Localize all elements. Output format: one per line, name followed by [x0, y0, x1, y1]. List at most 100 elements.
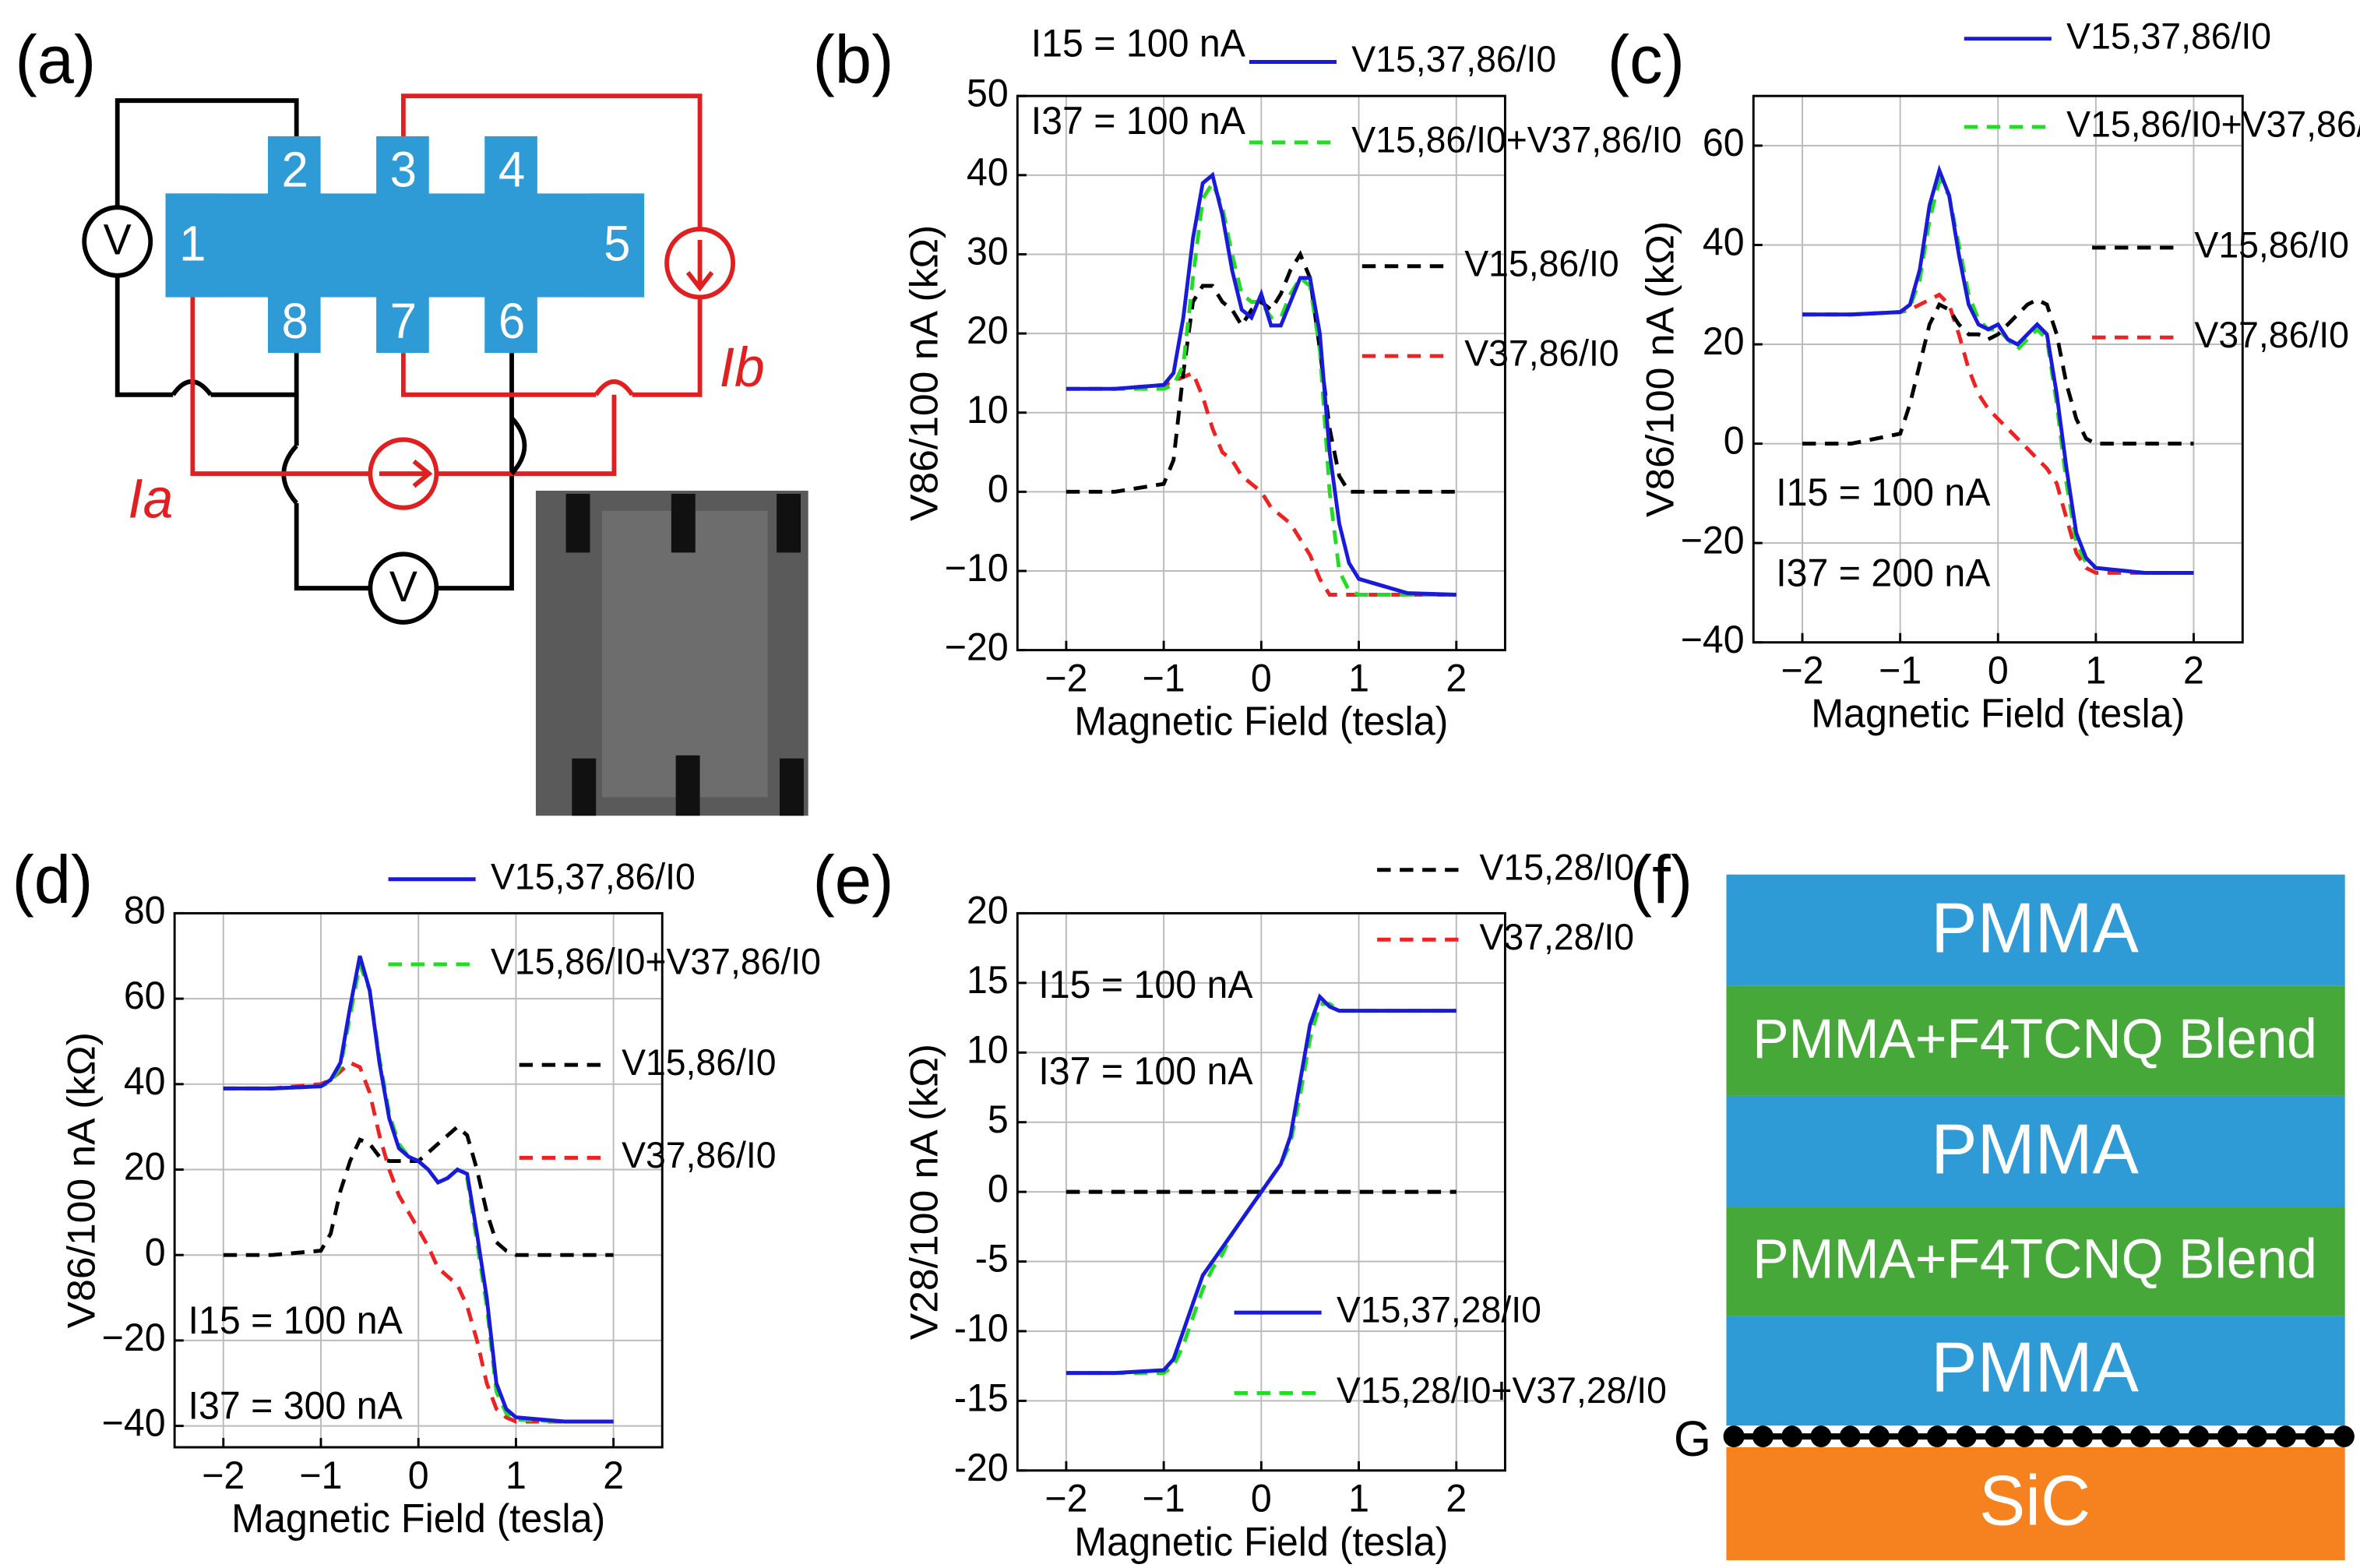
y-tick-label: 20 — [1703, 321, 1745, 364]
x-tick-label: 0 — [1251, 657, 1272, 700]
graphene-atom — [1869, 1425, 1890, 1448]
graphene-atom — [1781, 1425, 1803, 1448]
wire — [400, 93, 703, 397]
contact-label: 1 — [179, 217, 206, 272]
layer — [1726, 1207, 2345, 1316]
graphene-atom — [1897, 1425, 1919, 1448]
series-line — [223, 955, 614, 1424]
wire — [509, 416, 527, 476]
legend-label: V15,86/I0 — [622, 1041, 776, 1083]
annotation: I15 = 100 nA — [1776, 471, 1991, 514]
legend-label: V37,86/I0 — [622, 1133, 776, 1175]
plot-frame — [1752, 94, 2244, 644]
x-axis-label: Magnetic Field (tesla) — [231, 1496, 605, 1541]
annotation: I15 = 100 nA — [188, 1300, 403, 1343]
y-tick-label: 0 — [988, 1168, 1009, 1211]
y-tick-label: −20 — [945, 626, 1009, 669]
annotation: I15 = 100 nA — [1031, 23, 1246, 65]
y-tick-label: 30 — [967, 231, 1009, 273]
contact-label: 3 — [390, 143, 417, 198]
series-line — [1802, 292, 2194, 575]
y-tick-label: −40 — [1681, 618, 1745, 661]
graphene-atom — [1752, 1425, 1774, 1448]
layer — [1726, 874, 2345, 986]
graphene-atom — [2159, 1425, 2181, 1448]
x-tick-label: −1 — [1879, 650, 1921, 692]
y-tick-label: -5 — [975, 1238, 1009, 1281]
legend-label: V15,37,86/I0 — [1351, 37, 1556, 79]
legend-label: V37,28/I0 — [1480, 915, 1634, 957]
plot-frame — [1016, 94, 1506, 652]
x-tick-label: −1 — [1143, 657, 1185, 700]
x-tick-label: −2 — [1781, 650, 1824, 692]
y-tick-label: 0 — [988, 468, 1009, 511]
panel-label: (a) — [15, 22, 96, 97]
y-axis-label: V86/100 nA (kΩ) — [902, 225, 946, 521]
current-arrow — [685, 240, 714, 292]
contact-label: 8 — [282, 294, 308, 349]
graphene-atom — [2013, 1425, 2035, 1448]
annotation: I37 = 100 nA — [1031, 100, 1246, 143]
series-line — [1066, 993, 1457, 1376]
y-tick-label: 0 — [1724, 420, 1745, 463]
y-tick-label: 40 — [124, 1060, 166, 1103]
series-line — [223, 1060, 614, 1424]
panel-label: (c) — [1608, 22, 1685, 97]
layer — [1726, 985, 2345, 1096]
x-tick-label: 2 — [2183, 650, 2204, 692]
x-tick-label: −1 — [299, 1454, 342, 1497]
y-tick-label: 80 — [124, 890, 166, 932]
x-tick-label: 1 — [1348, 657, 1369, 700]
legend-label: V15,86/I0+V37,86/I0 — [491, 940, 821, 982]
x-axis-label: Magnetic Field (tesla) — [1811, 691, 2185, 736]
graphene-label: G — [1674, 1411, 1711, 1467]
graphene-atom — [1810, 1425, 1832, 1448]
legend-label: V15,86/I0 — [1464, 242, 1619, 284]
graphene-atom — [2042, 1425, 2064, 1448]
graphene-atom — [1926, 1425, 1948, 1448]
voltmeter — [368, 551, 439, 625]
hall-bar — [165, 136, 645, 354]
y-tick-label: 60 — [1703, 122, 1745, 164]
x-tick-label: 1 — [505, 1454, 527, 1497]
y-axis-label: V28/100 nA (kΩ) — [902, 1044, 946, 1340]
panel-label: (f) — [1630, 843, 1693, 918]
graphene-atom — [2304, 1425, 2326, 1448]
layer-stack: (f) PMMA PMMA+F4TCNQ Blend PMMA PMMA+F4T… — [1630, 843, 2355, 1561]
annotation: I37 = 100 nA — [1038, 1051, 1253, 1094]
y-tick-label: 10 — [967, 389, 1009, 432]
x-axis-label: Magnetic Field (tesla) — [1074, 1519, 1448, 1564]
y-tick-label: 0 — [145, 1231, 166, 1274]
y-tick-label: -10 — [954, 1307, 1009, 1350]
y-tick-label: -20 — [954, 1446, 1009, 1489]
x-tick-label: 0 — [408, 1454, 429, 1497]
series-line — [1066, 250, 1457, 494]
current-arrow — [379, 459, 433, 488]
series-line — [1066, 171, 1457, 597]
x-tick-label: 0 — [1988, 650, 2009, 692]
graphene-atom — [1955, 1425, 1978, 1448]
y-tick-label: −40 — [102, 1402, 166, 1445]
legend-label: V37,86/I0 — [2194, 313, 2348, 355]
y-tick-label: 40 — [1703, 221, 1745, 264]
legend-label: V15,86/I0 — [2194, 224, 2348, 266]
graphene-atom — [2072, 1425, 2094, 1448]
device-photo — [535, 490, 808, 816]
x-tick-label: 2 — [1446, 1478, 1467, 1520]
x-tick-label: −2 — [202, 1454, 245, 1497]
graphene-atom — [2188, 1425, 2210, 1448]
legend-label: V15,86/I0+V37,86/I0 — [1351, 118, 1682, 160]
y-tick-label: 60 — [124, 975, 166, 1018]
series-line — [1802, 164, 2194, 575]
layer — [1726, 1447, 2345, 1561]
y-tick-label: 15 — [967, 959, 1009, 1002]
legend-label: V15,86/I0+V37,86/I0 — [2066, 103, 2360, 145]
panel-label: (b) — [812, 22, 893, 97]
x-tick-label: −2 — [1044, 657, 1087, 700]
legend-label: V15,28/I0 — [1480, 846, 1634, 888]
y-tick-label: 10 — [967, 1029, 1009, 1072]
graphene-atom — [2101, 1425, 2122, 1448]
current-label: Ia — [128, 467, 173, 530]
